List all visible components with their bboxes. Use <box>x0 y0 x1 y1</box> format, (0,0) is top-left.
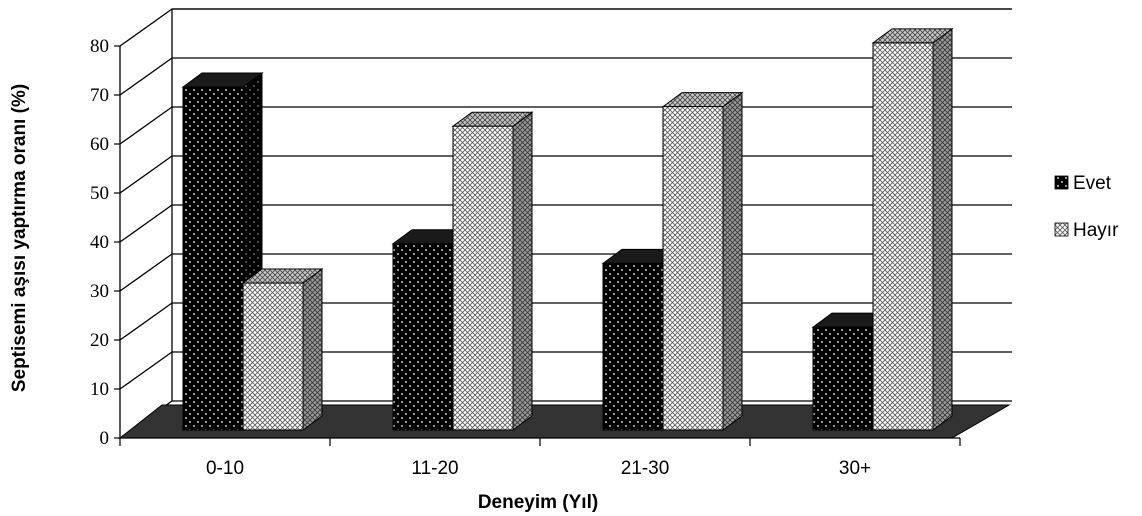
y-tick-label: 0 <box>100 428 110 449</box>
bar-front-face <box>392 243 454 431</box>
bar-side-face <box>302 268 323 431</box>
bar-side-face <box>722 91 743 431</box>
x-tick-label: 21-30 <box>621 458 670 479</box>
bar-front-face <box>872 42 934 431</box>
x-axis-title: Deneyim (Yıl) <box>478 492 598 513</box>
y-axis-ticks: 0 10 20 30 40 50 60 70 80 <box>90 36 120 449</box>
y-tick-label: 80 <box>90 36 109 57</box>
bar-hayr-11-20 <box>451 111 534 431</box>
bar-front-face <box>452 125 514 431</box>
legend-label-hayir: Hayır <box>1073 220 1119 241</box>
legend-swatch-evet <box>1054 175 1069 190</box>
bar-hayr-30+ <box>871 27 954 431</box>
gridline <box>119 57 1012 96</box>
legend-swatch-hayir <box>1054 222 1069 237</box>
bars <box>181 27 954 431</box>
bar-hayr-21-30 <box>661 91 744 431</box>
bar-side-face <box>512 111 533 431</box>
bar-front-face <box>662 106 724 431</box>
bar-front-face <box>602 262 664 431</box>
legend: Evet Hayır <box>1054 173 1119 241</box>
x-tick-label: 11-20 <box>411 458 458 479</box>
y-tick-label: 60 <box>90 134 109 155</box>
y-tick-label: 30 <box>90 281 109 302</box>
x-tick-label: 30+ <box>839 458 871 479</box>
bar-side-face <box>932 27 953 431</box>
bar-front-face <box>812 326 874 431</box>
y-tick-label: 50 <box>90 183 109 204</box>
bar-hayr-0-10 <box>241 268 324 431</box>
gridline <box>119 8 1012 47</box>
x-axis-ticks: 0-10 11-20 21-30 30+ <box>119 438 961 479</box>
y-tick-label: 10 <box>90 379 109 400</box>
y-axis-title: Septisemi aşısı yaptırma oranı (%) <box>9 84 30 392</box>
x-tick-label: 0-10 <box>206 458 244 479</box>
y-tick-label: 20 <box>90 330 109 351</box>
y-tick-label: 70 <box>90 85 109 106</box>
bar-front-face <box>182 86 244 431</box>
y-tick-label: 40 <box>90 232 109 253</box>
legend-label-evet: Evet <box>1073 173 1112 194</box>
bar-front-face <box>242 282 304 431</box>
